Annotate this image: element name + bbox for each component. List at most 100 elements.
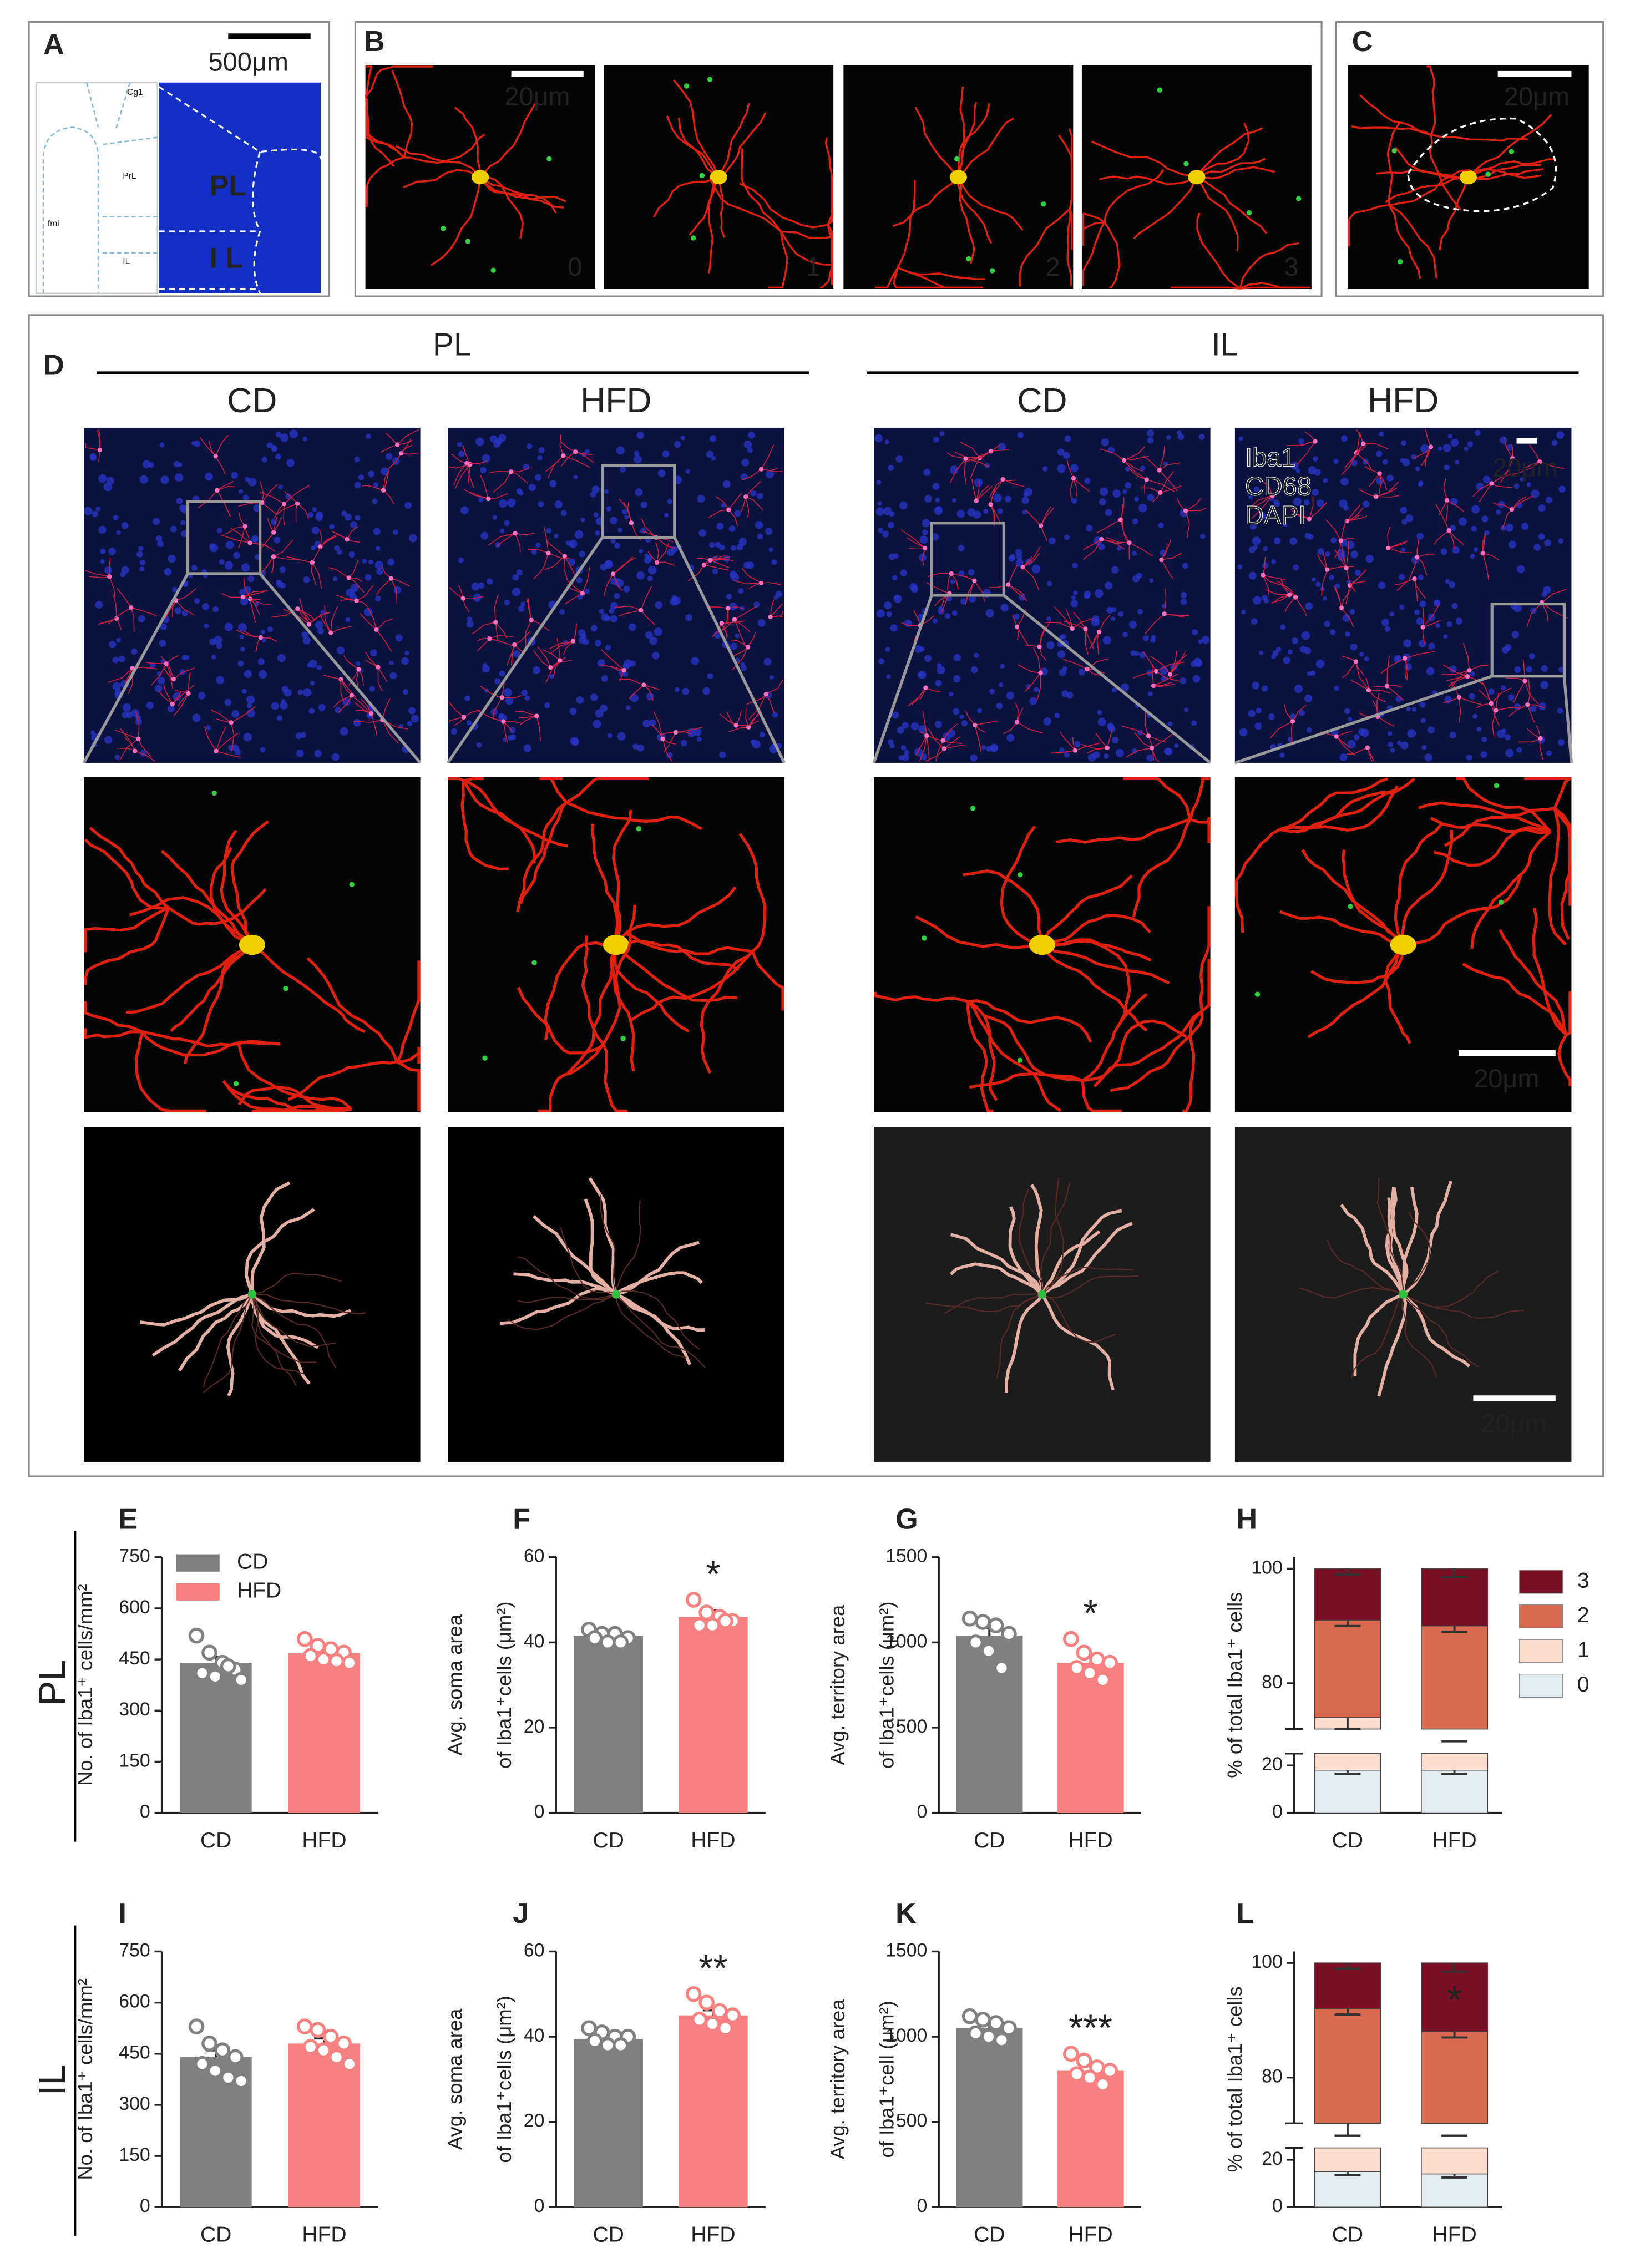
process — [717, 176, 726, 238]
nucleus — [537, 455, 543, 461]
stack-segment — [1314, 2171, 1381, 2208]
process — [502, 695, 522, 699]
process — [366, 98, 405, 159]
process — [160, 850, 253, 946]
nucleus — [278, 484, 283, 489]
process — [1482, 533, 1486, 554]
process — [376, 618, 393, 630]
nucleus — [353, 719, 361, 727]
soma — [546, 550, 551, 556]
soma — [1525, 702, 1530, 707]
nucleus — [404, 650, 409, 656]
process — [971, 479, 977, 501]
process — [466, 463, 474, 488]
y-tick-label: 0 — [1272, 1801, 1283, 1822]
x-tick-label: CD — [1332, 2223, 1363, 2247]
process — [719, 713, 737, 726]
process — [119, 738, 139, 761]
nucleus — [974, 652, 979, 658]
nucleus — [1262, 595, 1268, 601]
nucleus — [131, 648, 138, 655]
nucleus — [590, 693, 598, 701]
process — [175, 588, 196, 601]
process — [1439, 176, 1469, 251]
nucleus — [630, 693, 639, 702]
error-bar — [1441, 1963, 1468, 1973]
nucleus — [1526, 482, 1531, 487]
nucleus — [500, 528, 505, 533]
process — [1036, 672, 1041, 701]
soma — [534, 713, 539, 718]
process — [448, 777, 464, 782]
nucleus — [505, 697, 514, 705]
nucleus — [311, 526, 320, 534]
cd68-dot — [441, 226, 446, 231]
nucleus — [1298, 438, 1304, 444]
nucleus — [316, 511, 323, 519]
soma — [573, 449, 578, 454]
data-point — [698, 1994, 715, 2011]
process — [1309, 496, 1314, 519]
cd68-dot — [233, 1081, 239, 1086]
process — [1341, 586, 1353, 608]
soma — [1096, 629, 1102, 635]
process — [1156, 671, 1180, 682]
cd68-dot — [1041, 201, 1046, 207]
nucleus — [346, 588, 355, 597]
process — [1039, 646, 1047, 661]
process — [613, 944, 690, 1033]
data-point — [336, 2036, 352, 2052]
process — [615, 1271, 703, 1296]
soma — [1270, 493, 1275, 498]
process — [710, 556, 731, 561]
process — [297, 503, 310, 519]
y-tick-label: 750 — [119, 1940, 150, 1961]
nucleus — [204, 624, 209, 629]
nucleus — [1488, 688, 1495, 695]
process — [536, 716, 541, 741]
data-point — [704, 2016, 721, 2032]
nucleus — [1517, 565, 1525, 574]
process — [770, 615, 783, 618]
process — [1022, 553, 1040, 568]
atlas-outline — [42, 82, 158, 293]
stain-label: DAPI — [1245, 501, 1305, 530]
data-point — [1076, 1644, 1092, 1661]
nucleus — [1464, 447, 1469, 452]
process — [1082, 212, 1105, 242]
process — [259, 556, 274, 576]
nucleus — [194, 598, 200, 604]
process — [967, 1000, 1062, 1112]
process — [173, 693, 189, 716]
process — [1087, 669, 1104, 677]
nucleus — [1353, 734, 1360, 741]
nucleus — [365, 574, 372, 581]
soma — [376, 665, 381, 670]
nucleus — [890, 624, 898, 632]
soma — [1307, 517, 1312, 522]
process — [1185, 498, 1201, 512]
nucleus — [1324, 621, 1330, 627]
soma — [1005, 582, 1011, 587]
process — [108, 667, 133, 683]
cd68-dot — [707, 77, 713, 82]
process — [1295, 597, 1307, 617]
nucleus — [164, 568, 172, 576]
process — [1159, 469, 1178, 492]
nucleus — [1162, 603, 1167, 609]
process — [1201, 958, 1211, 1012]
process — [1459, 697, 1461, 722]
process — [647, 551, 657, 563]
nucleus — [1097, 710, 1102, 715]
nucleus — [961, 720, 968, 727]
nucleus — [1495, 509, 1501, 515]
process — [1196, 123, 1250, 178]
process — [1525, 461, 1540, 468]
process — [320, 614, 331, 634]
nucleus — [1023, 492, 1029, 497]
y-tick-label: 20 — [524, 2110, 545, 2132]
process — [472, 621, 496, 635]
process — [1072, 736, 1076, 751]
nucleus — [364, 608, 373, 617]
process — [655, 542, 659, 563]
